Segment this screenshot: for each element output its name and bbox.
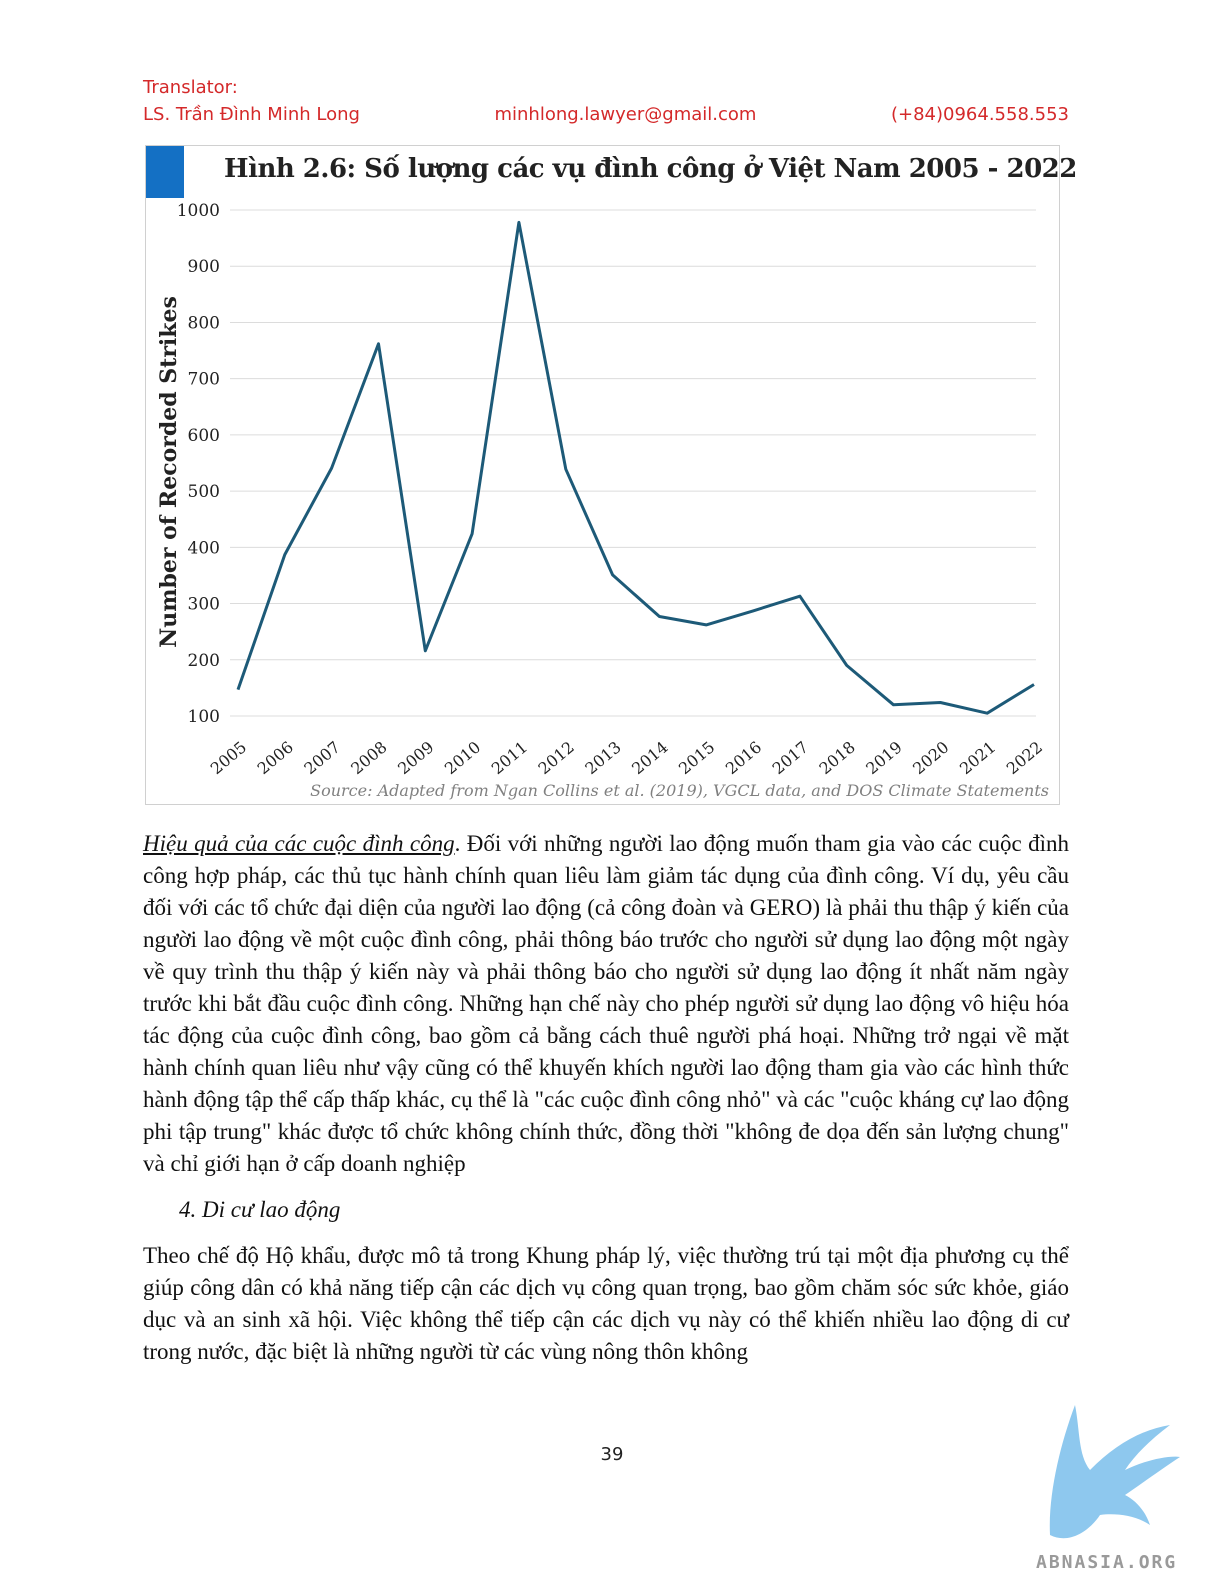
logo-text: ABNASIA.ORG bbox=[1036, 1552, 1178, 1573]
chart-source: Source: Adapted from Ngan Collins et al.… bbox=[310, 781, 1049, 800]
translator-label: Translator: bbox=[143, 77, 238, 98]
x-tick-label: 2022 bbox=[1003, 737, 1046, 778]
x-tick-label: 2007 bbox=[300, 737, 343, 778]
x-tick-label: 2013 bbox=[581, 737, 624, 778]
figure-accent-box bbox=[146, 146, 184, 198]
x-tick-label: 2014 bbox=[628, 737, 671, 778]
paragraph-body: . Đối với những người lao động muốn tham… bbox=[143, 831, 1069, 1176]
line-chart: 1000 900 800 700 600 500 400 300 200 100 2005 2006… bbox=[156, 201, 1046, 778]
x-tick-label: 2020 bbox=[909, 737, 952, 778]
translator-phone[interactable]: (+84)0964.558.553 bbox=[891, 104, 1069, 125]
translator-name: LS. Trần Đình Minh Long bbox=[143, 104, 360, 125]
y-axis-label: Number of Recorded Strikes bbox=[156, 296, 182, 648]
y-tick-label: 500 bbox=[188, 482, 220, 502]
y-tick-label: 100 bbox=[188, 707, 220, 727]
chart-grid bbox=[230, 209, 1036, 717]
y-tick-label: 700 bbox=[188, 370, 220, 390]
y-tick-label: 1000 bbox=[177, 201, 220, 221]
x-tick-label: 2018 bbox=[815, 737, 858, 778]
x-tick-label: 2010 bbox=[441, 737, 484, 778]
y-tick-label: 800 bbox=[188, 313, 220, 333]
y-tick-label: 200 bbox=[188, 651, 220, 671]
paragraph-strike-effectiveness: Hiệu quả của các cuộc đình công. Đối với… bbox=[143, 828, 1069, 1180]
x-tick-label: 2021 bbox=[956, 737, 999, 778]
y-tick-labels: 1000 900 800 700 600 500 400 300 200 100 bbox=[177, 201, 220, 727]
page-number: 39 bbox=[600, 1444, 624, 1465]
x-tick-label: 2012 bbox=[535, 737, 578, 778]
body-text: Hiệu quả của các cuộc đình công. Đối với… bbox=[143, 828, 1069, 1368]
paragraph-labor-migration: Theo chế độ Hộ khẩu, được mô tả trong Kh… bbox=[143, 1243, 1069, 1364]
abnasia-logo-icon bbox=[1049, 1405, 1180, 1539]
chart-title: Hình 2.6: Số lượng các vụ đình công ở Vi… bbox=[224, 154, 1077, 184]
series-line bbox=[236, 220, 1035, 715]
y-tick-label: 600 bbox=[188, 426, 220, 446]
x-tick-label: 2016 bbox=[722, 737, 765, 778]
translator-email[interactable]: minhlong.lawyer@gmail.com bbox=[494, 104, 757, 125]
y-tick-label: 300 bbox=[188, 595, 220, 615]
x-tick-label: 2006 bbox=[254, 737, 297, 778]
section-heading: 4. Di cư lao động bbox=[179, 1197, 341, 1222]
x-tick-label: 2015 bbox=[675, 737, 718, 778]
y-tick-label: 400 bbox=[188, 538, 220, 558]
figure-strikes-chart: 1000 900 800 700 600 500 400 300 200 100 2005 2006… bbox=[145, 145, 1077, 805]
x-tick-label: 2008 bbox=[347, 737, 390, 778]
x-tick-label: 2005 bbox=[207, 737, 250, 778]
y-tick-label: 900 bbox=[188, 257, 220, 277]
x-tick-label: 2011 bbox=[488, 737, 531, 778]
x-tick-labels: 2005 2006 2007 2008 2009 2010 2011 2012 2013 2014… bbox=[207, 737, 1046, 778]
translator-header: Translator: LS. Trần Đình Minh Long minh… bbox=[143, 74, 1069, 128]
x-tick-label: 2017 bbox=[769, 737, 812, 778]
paragraph-lead: Hiệu quả của các cuộc đình công bbox=[143, 831, 455, 856]
x-tick-label: 2009 bbox=[394, 737, 437, 778]
x-tick-label: 2019 bbox=[862, 737, 905, 778]
